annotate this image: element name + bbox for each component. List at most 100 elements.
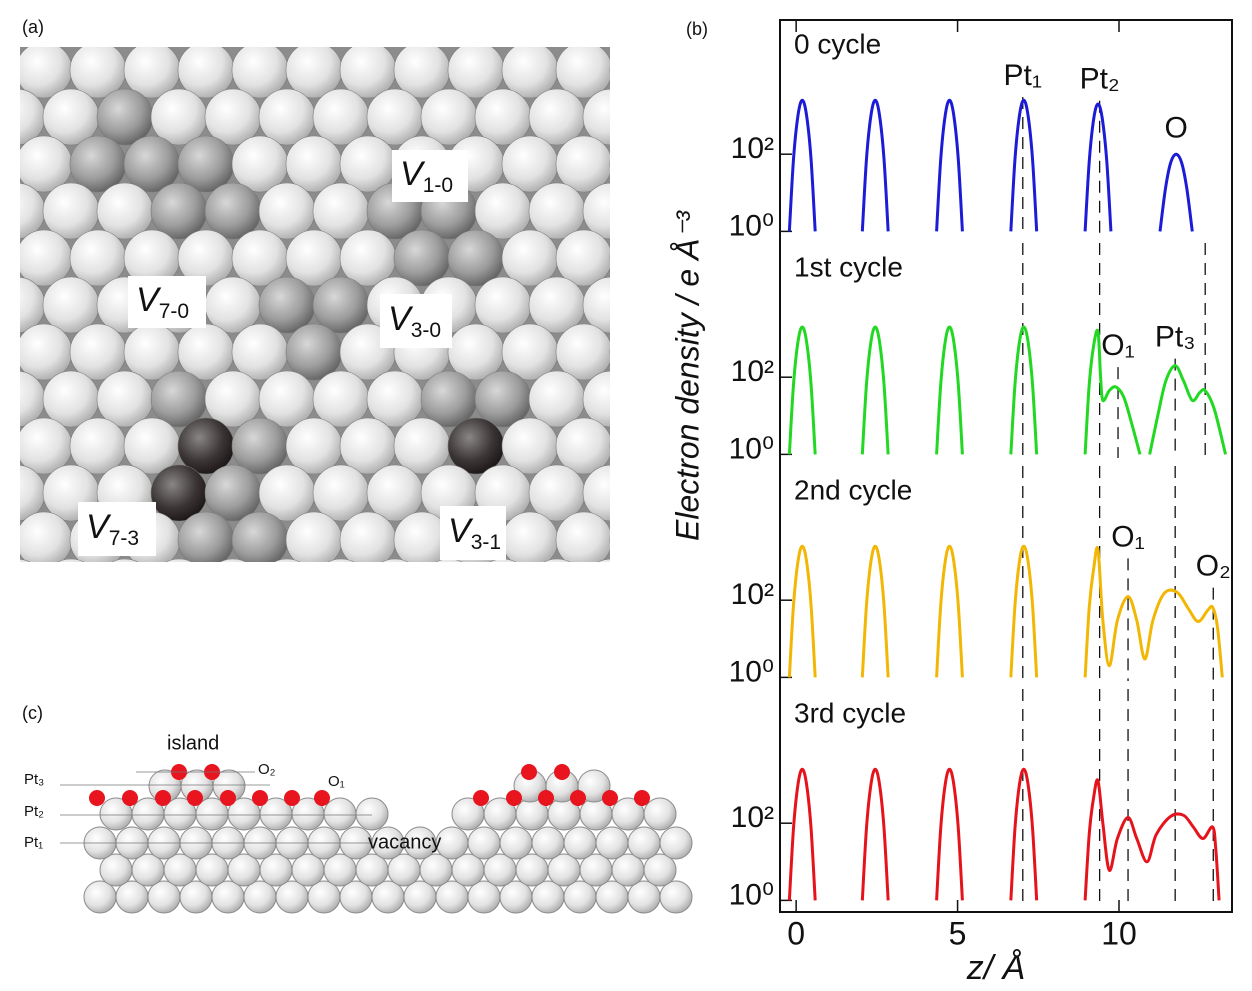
atom bbox=[178, 418, 234, 474]
atom bbox=[340, 881, 372, 913]
atom bbox=[502, 42, 558, 98]
atom bbox=[502, 230, 558, 286]
atom bbox=[0, 42, 18, 98]
atom bbox=[124, 324, 180, 380]
atom bbox=[124, 418, 180, 474]
atom bbox=[421, 559, 477, 615]
atom bbox=[340, 230, 396, 286]
atom bbox=[628, 881, 660, 913]
oxygen-atom bbox=[521, 764, 537, 780]
atom bbox=[232, 42, 288, 98]
page: {"panel_labels": {"a": "(a)", "b": "(b)"… bbox=[0, 0, 1252, 991]
subplot-title: 3rd cycle bbox=[794, 697, 906, 728]
atom bbox=[529, 183, 585, 239]
atom bbox=[484, 854, 516, 886]
atom bbox=[70, 136, 126, 192]
atom bbox=[596, 827, 628, 859]
atom bbox=[286, 230, 342, 286]
label-sub: 7-0 bbox=[159, 300, 189, 323]
atom bbox=[532, 881, 564, 913]
atom bbox=[97, 371, 153, 427]
label-sub: 3-0 bbox=[411, 319, 441, 342]
atom bbox=[502, 418, 558, 474]
atom bbox=[132, 854, 164, 886]
atom bbox=[340, 136, 396, 192]
atom bbox=[500, 881, 532, 913]
atom bbox=[43, 89, 99, 145]
atom bbox=[100, 854, 132, 886]
atom bbox=[0, 559, 45, 615]
atom bbox=[610, 230, 666, 286]
atom bbox=[367, 371, 423, 427]
x-axis-label: z/ Å bbox=[966, 949, 1026, 987]
atom bbox=[448, 230, 504, 286]
atom bbox=[313, 89, 369, 145]
layer-label: O₂ bbox=[258, 761, 276, 778]
atom bbox=[583, 371, 639, 427]
atom bbox=[43, 371, 99, 427]
atom bbox=[116, 881, 148, 913]
atom bbox=[43, 277, 99, 333]
atom bbox=[259, 465, 315, 521]
atom bbox=[151, 559, 207, 615]
atom bbox=[313, 277, 369, 333]
atom bbox=[660, 827, 692, 859]
atom bbox=[205, 465, 261, 521]
atom bbox=[556, 512, 612, 568]
atom bbox=[84, 881, 116, 913]
oxygen-atom bbox=[506, 790, 522, 806]
atom bbox=[356, 798, 388, 830]
atom bbox=[548, 854, 580, 886]
atom bbox=[637, 89, 693, 145]
layer-label: island bbox=[167, 732, 219, 754]
atom bbox=[43, 183, 99, 239]
atom bbox=[564, 827, 596, 859]
atom bbox=[583, 277, 639, 333]
atom bbox=[212, 881, 244, 913]
atom bbox=[448, 418, 504, 474]
atom bbox=[596, 881, 628, 913]
label-sub: 3-1 bbox=[471, 531, 501, 554]
atom bbox=[205, 277, 261, 333]
atom bbox=[502, 512, 558, 568]
atom bbox=[70, 42, 126, 98]
atom bbox=[70, 324, 126, 380]
atom bbox=[151, 89, 207, 145]
atom bbox=[259, 371, 315, 427]
peak-label: Pt₁ bbox=[1004, 59, 1042, 92]
atom bbox=[532, 827, 564, 859]
oxygen-atom bbox=[634, 790, 650, 806]
atom bbox=[583, 559, 639, 615]
atom bbox=[16, 512, 72, 568]
y-tick-label: 10⁰ bbox=[729, 432, 774, 465]
oxygen-atom bbox=[252, 790, 268, 806]
atom bbox=[388, 854, 420, 886]
atom bbox=[232, 230, 288, 286]
atom bbox=[232, 136, 288, 192]
density-line bbox=[789, 100, 1192, 231]
atom bbox=[367, 465, 423, 521]
atom bbox=[583, 183, 639, 239]
y-axis-label: Electron density / e Å⁻³ bbox=[669, 210, 705, 541]
atom bbox=[0, 512, 18, 568]
atom bbox=[340, 42, 396, 98]
x-tick-label: 5 bbox=[949, 915, 967, 951]
peak-label: O₁ bbox=[1101, 329, 1134, 362]
atom bbox=[324, 854, 356, 886]
atom bbox=[0, 136, 18, 192]
atom bbox=[196, 854, 228, 886]
atom bbox=[556, 418, 612, 474]
layer-label: Pt₂ bbox=[24, 803, 44, 820]
atom bbox=[448, 324, 504, 380]
layer-label: vacancy bbox=[368, 831, 441, 853]
atom bbox=[475, 277, 531, 333]
atom bbox=[232, 324, 288, 380]
atom bbox=[124, 136, 180, 192]
atom bbox=[259, 89, 315, 145]
atom bbox=[583, 465, 639, 521]
atom bbox=[0, 324, 18, 380]
atom bbox=[232, 418, 288, 474]
atom bbox=[244, 881, 276, 913]
atom bbox=[178, 324, 234, 380]
